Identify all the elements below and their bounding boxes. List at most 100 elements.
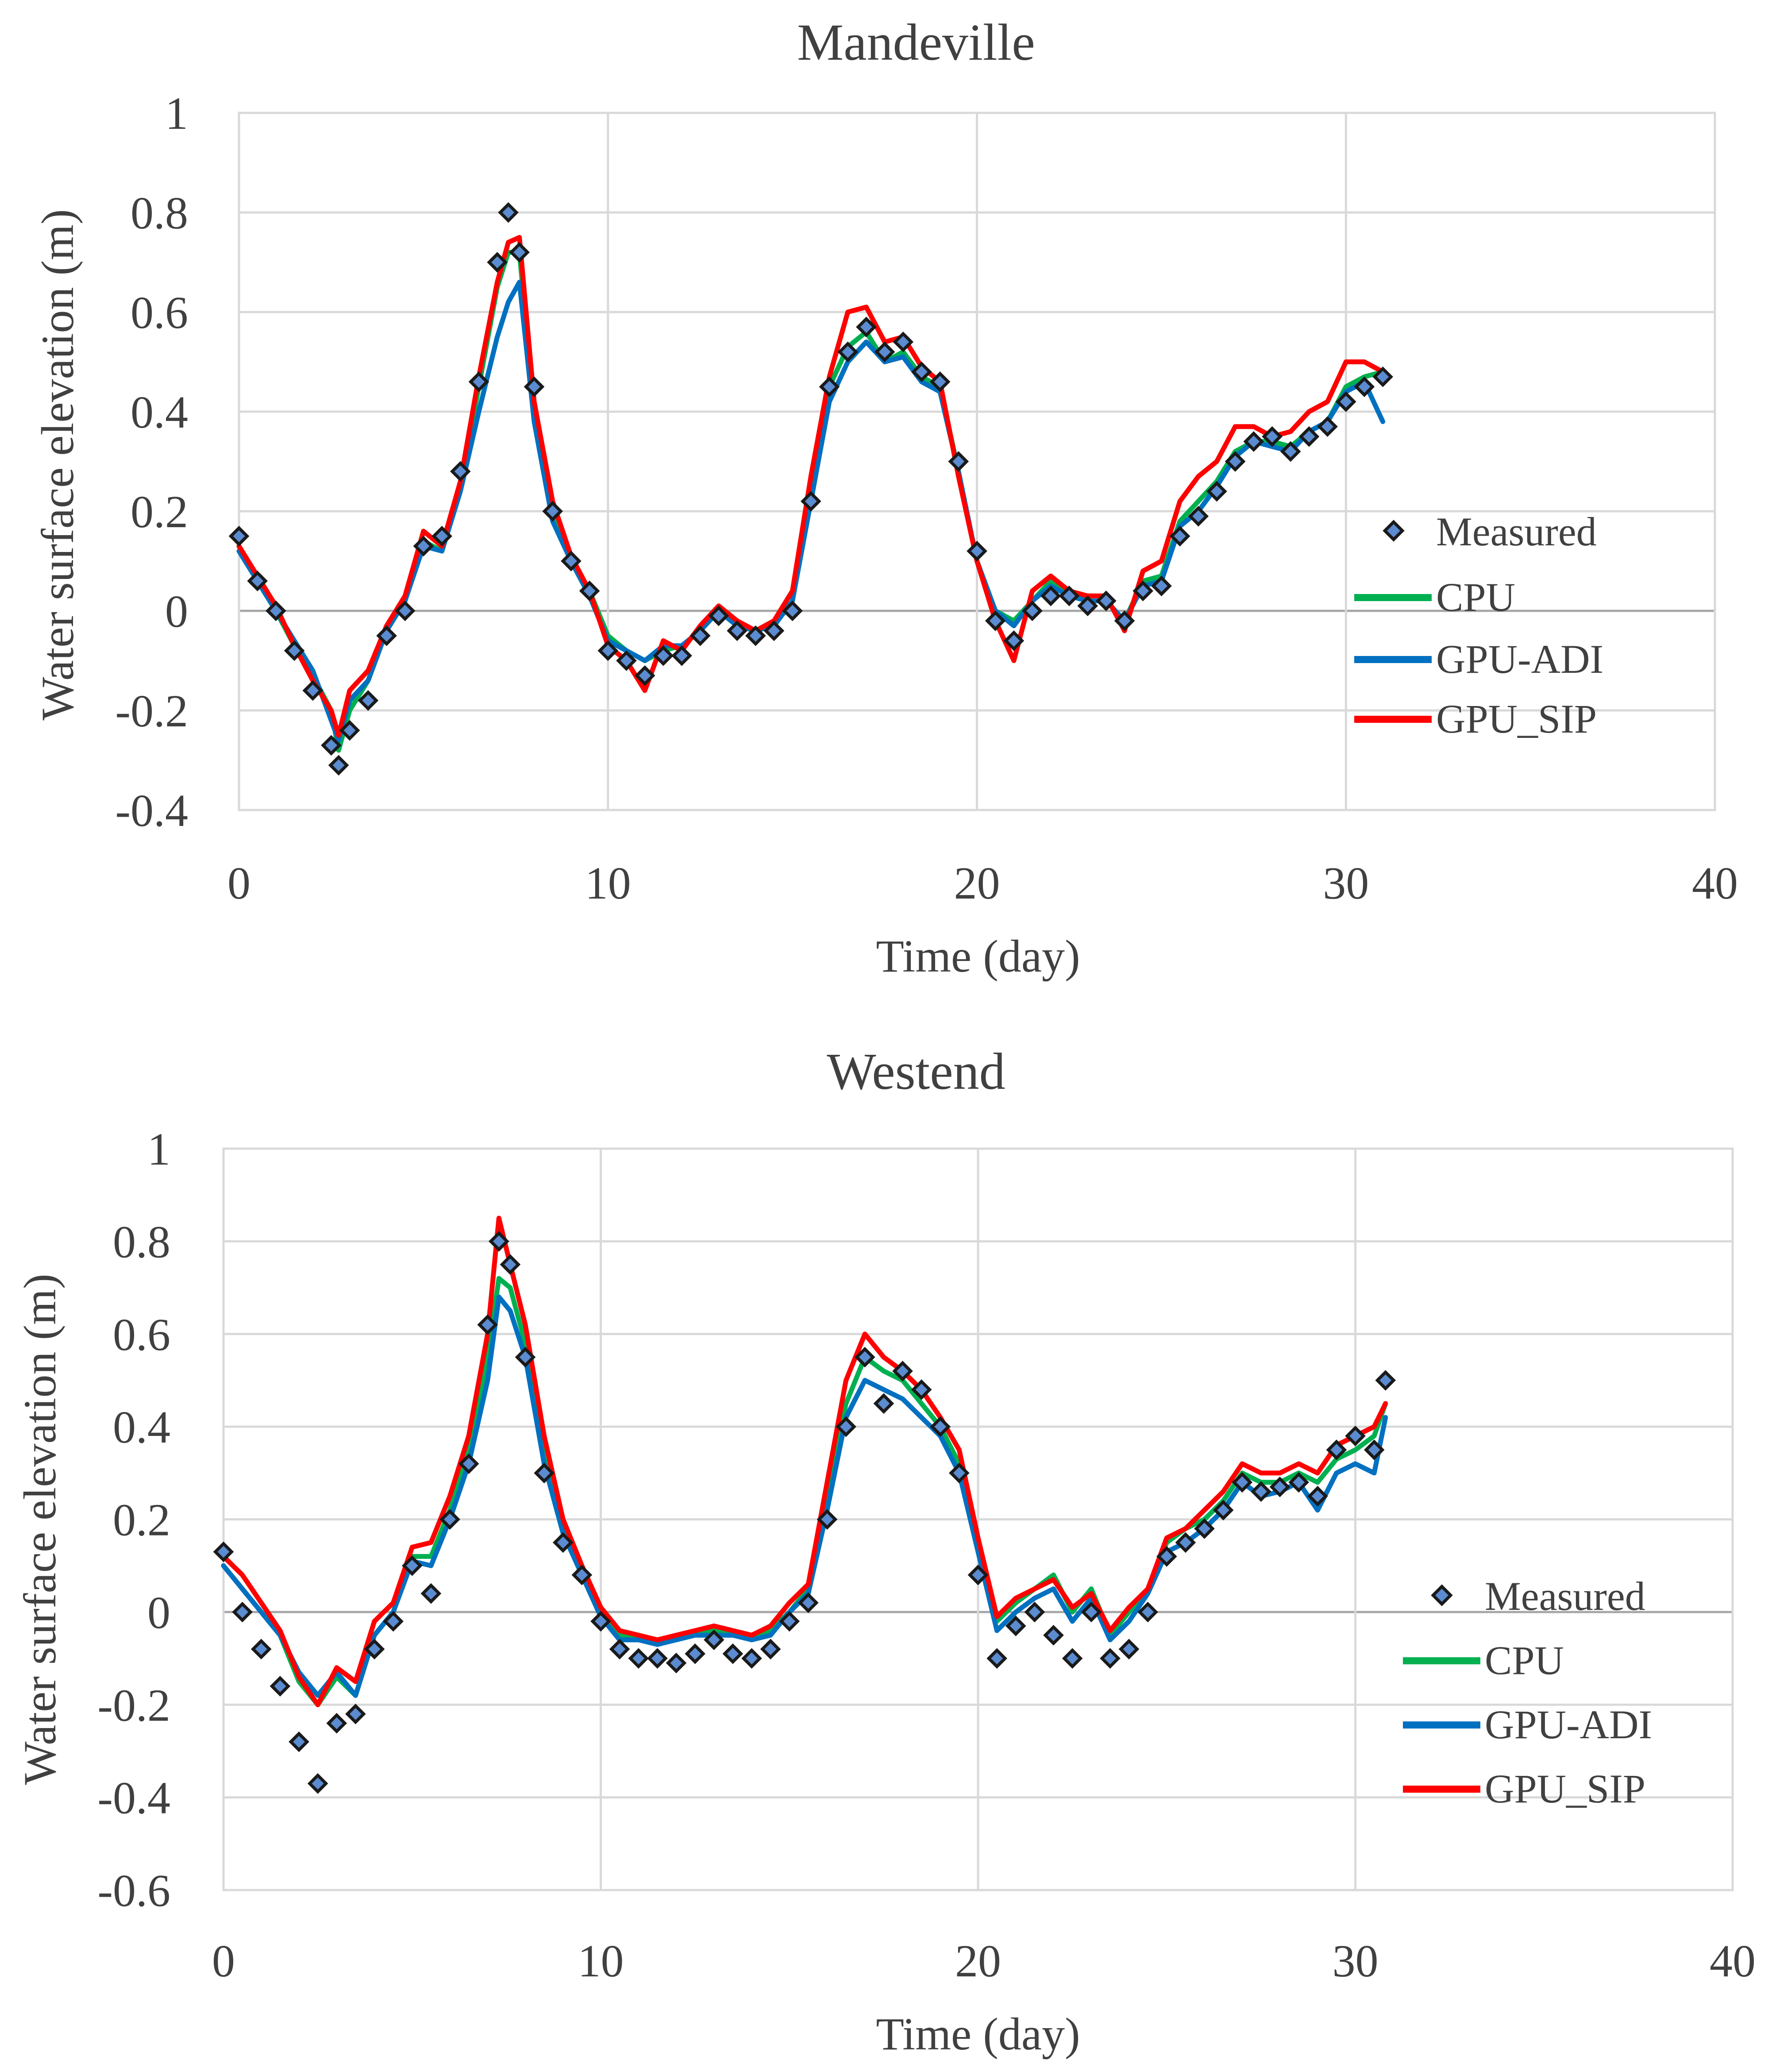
legend-item-measured: Measured — [1431, 1574, 1645, 1619]
measured-point — [328, 755, 349, 776]
measured-point — [228, 525, 250, 547]
measured-point — [1118, 1639, 1140, 1659]
measured-point — [376, 625, 397, 646]
measured-point — [1375, 1370, 1396, 1391]
measured-point — [837, 341, 859, 363]
measured-point — [1114, 610, 1135, 631]
y-tick-label: 0 — [165, 586, 188, 637]
measured-point — [487, 252, 508, 273]
measured-point — [1095, 590, 1117, 611]
measured-point — [321, 735, 342, 756]
measured-point — [1137, 1601, 1158, 1623]
measured-point — [266, 600, 286, 621]
measured-point — [1156, 1546, 1177, 1567]
measured-point — [307, 1773, 328, 1794]
legend-item-cpu: CPU — [1403, 1638, 1564, 1683]
measured-point — [1335, 391, 1356, 412]
measured-point — [1298, 426, 1320, 447]
measured-point — [542, 501, 563, 522]
measured-point — [967, 1564, 989, 1586]
measured-point — [1022, 600, 1043, 621]
measured-point — [232, 1601, 253, 1623]
measured-point — [666, 1652, 687, 1674]
x-axis-title: Time (day) — [876, 2009, 1080, 2060]
legend-item-cpu: CPU — [1354, 575, 1515, 620]
legend-measured-label: Measured — [1485, 1574, 1645, 1619]
measured-point — [302, 680, 324, 701]
measured-point — [1081, 1601, 1102, 1623]
measured-markers — [213, 1231, 1396, 1794]
measured-point — [929, 371, 951, 392]
measured-point — [1364, 1439, 1385, 1460]
measured-point — [247, 571, 268, 591]
measured-point — [250, 1639, 272, 1659]
legend: Measured CPU GPU-ADI GPU_SIP — [1403, 1574, 1652, 1811]
chart-westend: Westend 1 0.8 0.6 0.4 0.2 0 -0.2 -0.4 -0.6 0 10 20 3… — [15, 1042, 1756, 2060]
measured-point — [819, 376, 840, 397]
measured-point — [401, 1555, 423, 1576]
legend: Measured CPU GPU-ADI GPU_SIP — [1354, 509, 1603, 741]
measured-point — [431, 525, 452, 547]
legend-cpu-label: CPU — [1436, 575, 1515, 620]
measured-point — [458, 1453, 479, 1474]
measured-point — [727, 620, 747, 641]
measured-point — [1133, 580, 1154, 602]
measured-point — [383, 1611, 404, 1632]
measured-point — [1003, 630, 1025, 651]
measured-point — [509, 242, 530, 263]
plot-frame — [222, 1147, 1734, 1891]
measured-point — [1100, 1648, 1121, 1669]
grid — [222, 1147, 1734, 1891]
measured-point — [628, 1648, 649, 1669]
measured-point — [394, 600, 416, 621]
y-tick-label: 0.6 — [113, 1309, 170, 1360]
y-tick-label: -0.2 — [115, 686, 188, 737]
measured-point — [1288, 1472, 1309, 1493]
measured-point — [420, 1583, 442, 1604]
y-tick-label: 0.4 — [113, 1402, 170, 1453]
series-line-gpu-sip — [221, 1215, 1388, 1707]
y-tick-label: 0 — [147, 1587, 170, 1638]
y-tick-label: -0.2 — [97, 1680, 170, 1731]
measured-point — [571, 1564, 593, 1586]
measured-point — [1225, 451, 1246, 472]
measured-point — [1213, 1500, 1234, 1520]
measured-point — [911, 361, 932, 382]
tick-labels: 1 0.8 0.6 0.4 0.2 0 -0.2 -0.4 0 10 20 30 40 — [115, 88, 1738, 909]
measured-point — [1175, 1532, 1196, 1553]
measured-point — [1188, 505, 1209, 527]
y-axis-title: Water surface elevation (m) — [15, 1273, 65, 1785]
measured-point — [949, 1462, 970, 1484]
measured-point — [289, 1731, 309, 1752]
measured-point — [450, 461, 471, 482]
legend-item-gpu-adi: GPU-ADI — [1403, 1702, 1652, 1747]
measured-point — [1307, 1486, 1328, 1507]
chart-title: Westend — [827, 1042, 1005, 1100]
measured-point — [760, 1639, 781, 1659]
legend-measured-marker — [1383, 520, 1405, 542]
series-line-cpu — [221, 1276, 1388, 1707]
x-tick-label: 0 — [212, 1936, 235, 1987]
legend-item-gpu-adi: GPU-ADI — [1354, 637, 1603, 682]
measured-point — [213, 1541, 234, 1563]
x-tick-label: 30 — [1333, 1936, 1379, 1987]
measured-point — [1232, 1472, 1253, 1493]
y-tick-label: -0.4 — [115, 785, 188, 836]
measured-point — [893, 332, 914, 352]
measured-point — [1345, 1425, 1366, 1447]
measured-point — [817, 1509, 838, 1530]
x-tick-label: 40 — [1692, 858, 1738, 909]
x-tick-label: 20 — [955, 1936, 1001, 1987]
x-tick-label: 0 — [227, 858, 250, 909]
y-tick-label: 0.2 — [131, 486, 188, 537]
chart-title: Mandeville — [797, 13, 1035, 71]
measured-point — [800, 491, 821, 512]
series-line-gpu-sip — [236, 235, 1386, 738]
y-tick-label: 1 — [147, 1124, 170, 1175]
series — [221, 1215, 1388, 1707]
measured-point — [1280, 441, 1301, 462]
measured-point — [634, 665, 655, 686]
measured-point — [930, 1416, 951, 1437]
measured-point — [477, 1314, 498, 1335]
measured-point — [413, 536, 434, 557]
